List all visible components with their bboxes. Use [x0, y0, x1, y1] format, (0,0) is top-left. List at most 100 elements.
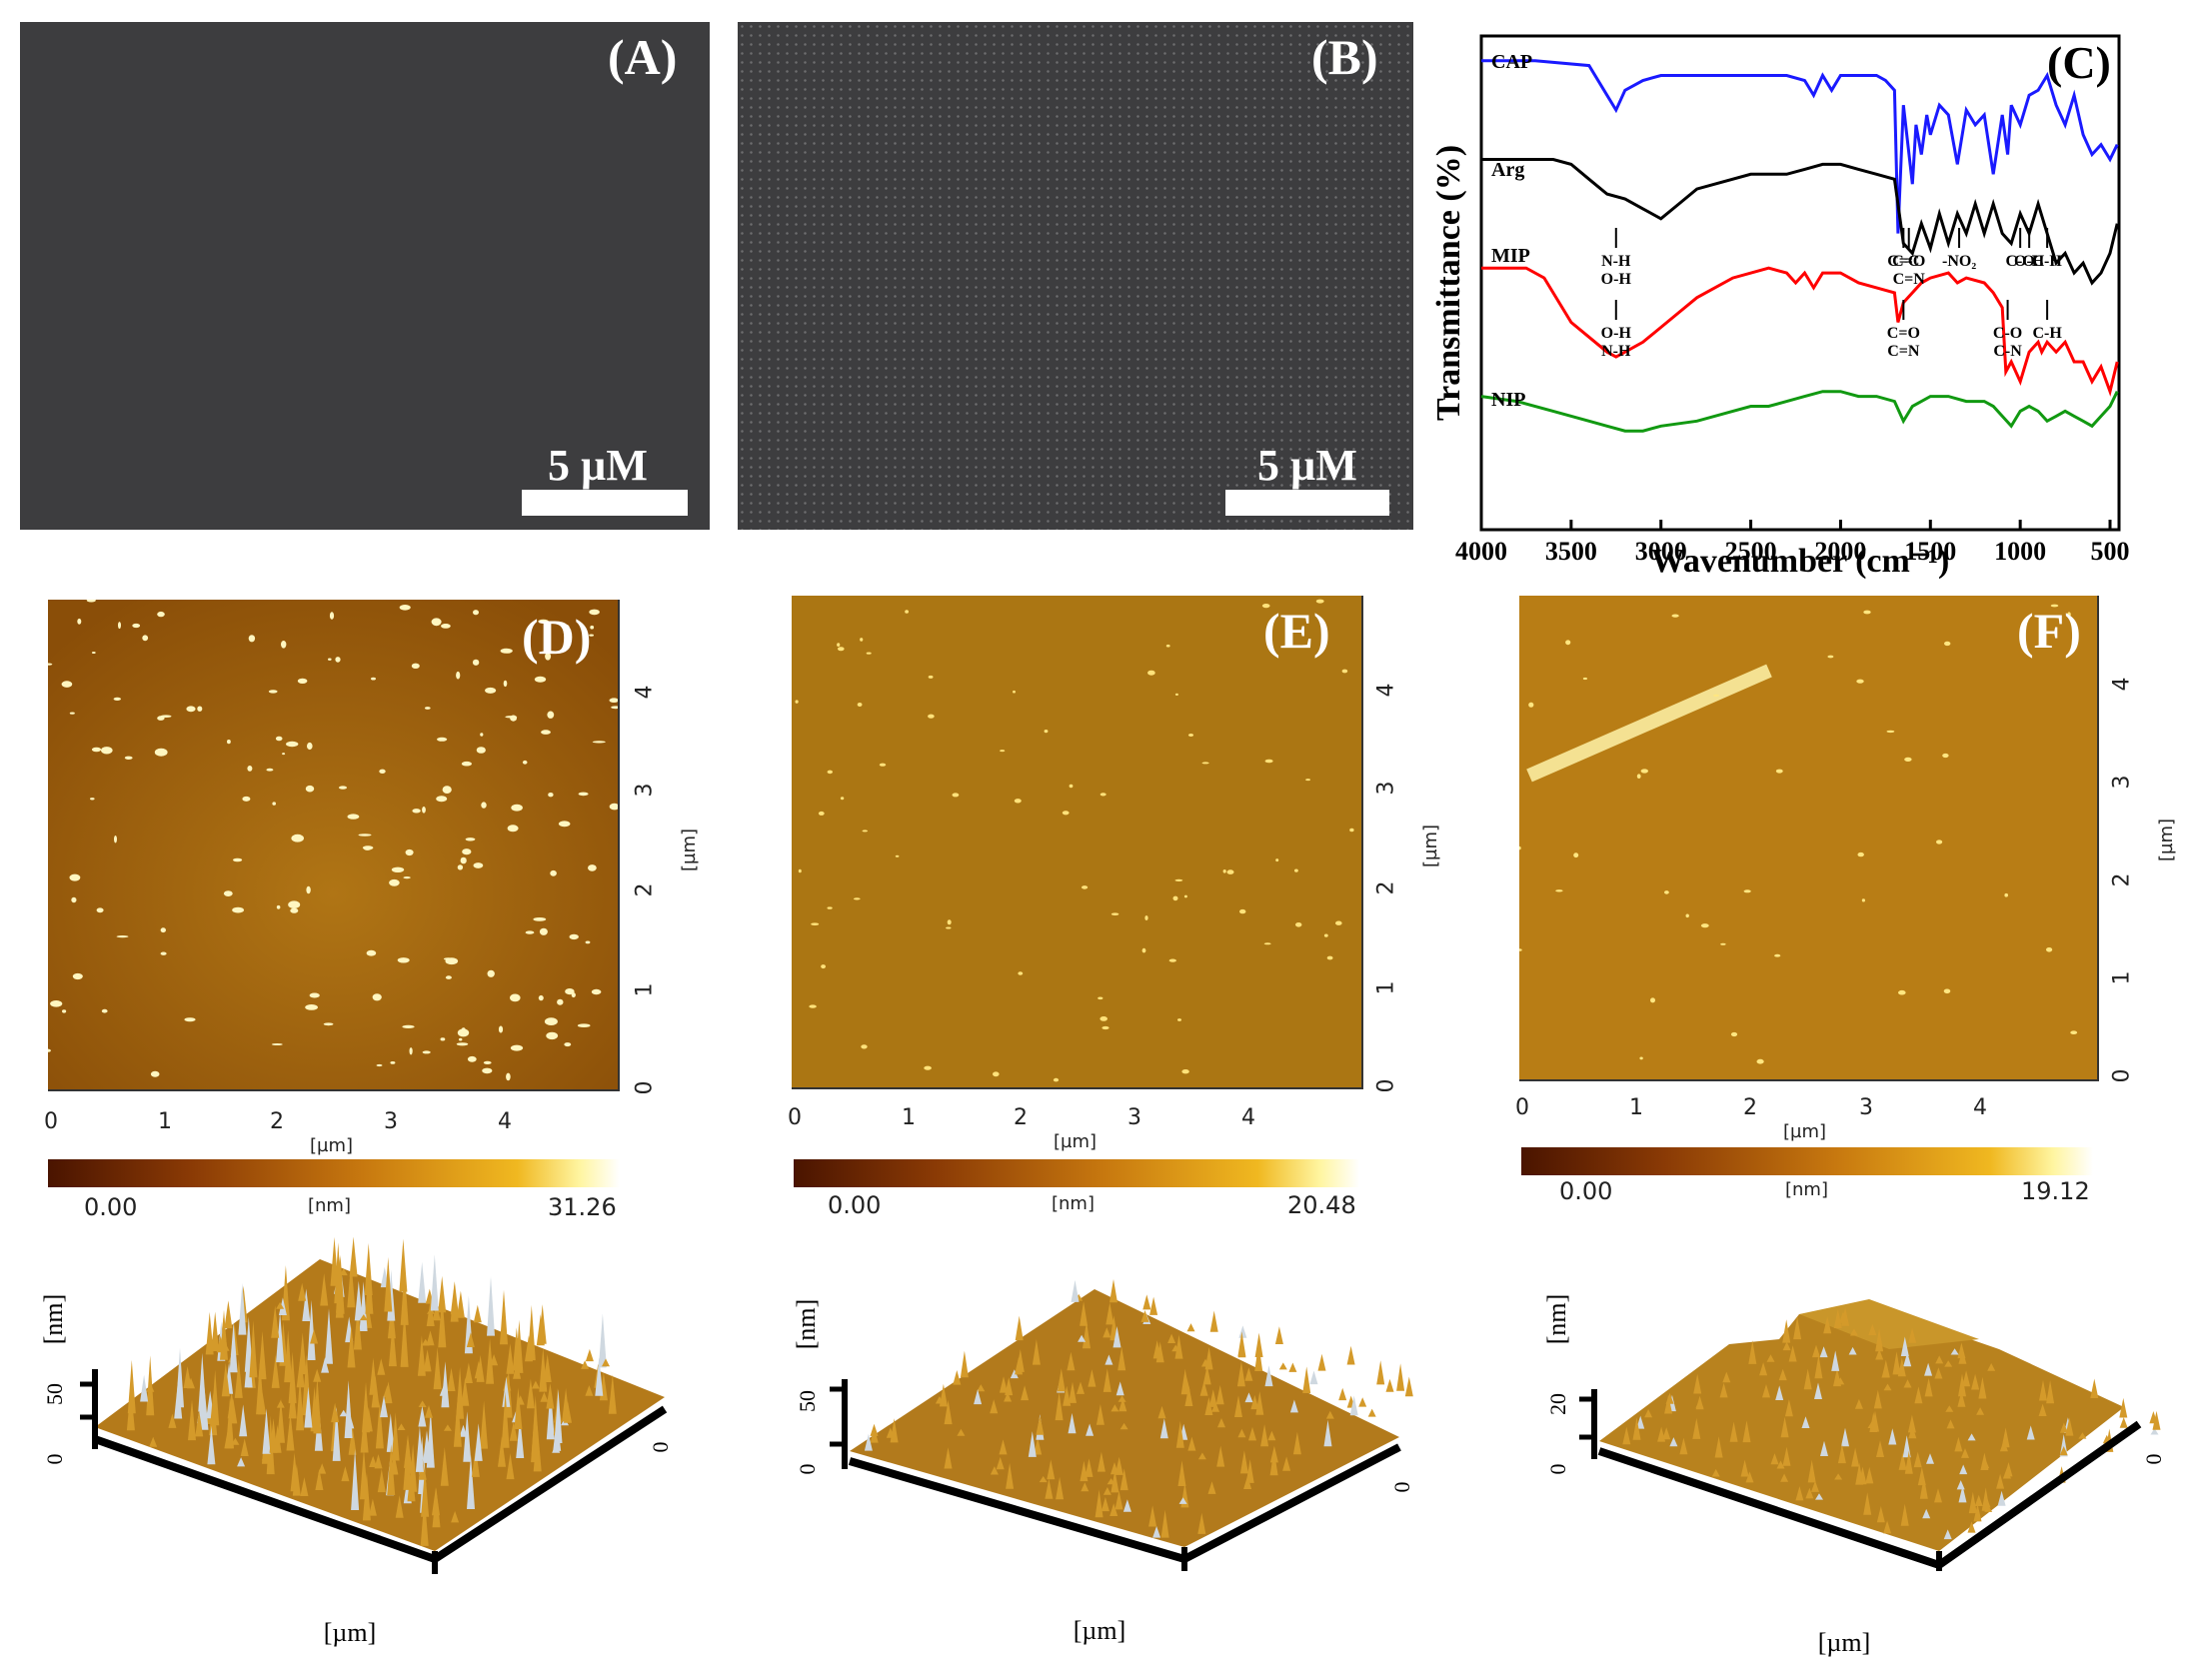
surface-peak [239, 1404, 248, 1437]
surface-peak [1234, 1395, 1242, 1417]
surface-peak [304, 1386, 313, 1428]
surface-feature [339, 786, 347, 790]
surface-feature [436, 796, 448, 803]
surface-feature [233, 857, 243, 862]
surface-peak [1045, 1478, 1054, 1499]
surface-peak [1831, 1350, 1840, 1371]
surface-feature [288, 900, 301, 908]
surface-peak [187, 1377, 195, 1389]
surface-feature [546, 1031, 559, 1040]
surface-peak [1211, 1402, 1220, 1412]
surface-peak [341, 1466, 350, 1482]
surface-feature [795, 700, 799, 704]
surface-peak [1999, 1439, 2008, 1452]
surface-peak [1186, 1323, 1195, 1332]
surface-peak [1032, 1339, 1041, 1365]
surface-feature [476, 747, 486, 754]
surface-peak [391, 1412, 400, 1461]
surface-peak [1349, 1395, 1358, 1416]
surface-feature [1664, 890, 1669, 894]
surface-peak [240, 1438, 249, 1456]
surface-peak [564, 1401, 572, 1423]
surface-peak [1155, 1341, 1164, 1363]
surface-peak [1122, 1499, 1131, 1512]
surface-peak [1926, 1453, 1934, 1464]
surface-feature [879, 763, 887, 767]
surface-peak [464, 1362, 473, 1383]
surface-peak [1216, 1445, 1225, 1467]
surface-peak [313, 1376, 322, 1434]
annotation-label-mip: C-H [2032, 253, 2062, 270]
surface-feature [372, 993, 382, 1001]
plot-frame [1479, 34, 2121, 532]
surface-feature [437, 737, 448, 742]
surface-feature [1174, 878, 1183, 881]
surface-feature [248, 635, 256, 643]
surface-peak [1934, 1367, 1943, 1379]
surface-feature [1636, 774, 1641, 779]
surface-feature [547, 711, 555, 719]
surface-peak [1115, 1381, 1124, 1396]
afm-image-d [48, 600, 618, 1089]
surface-feature [482, 1067, 493, 1074]
surface-feature [585, 940, 591, 944]
y-tick-d-0: 0 [632, 1080, 658, 1095]
y-unit-f: [µm] [2156, 818, 2178, 862]
surface-feature [498, 1025, 504, 1033]
surface-feature [1886, 730, 1895, 734]
surface-peak [2038, 1403, 2047, 1416]
surface-feature [422, 807, 426, 814]
surface-peak [1957, 1391, 1966, 1407]
surface-peak [1748, 1340, 1757, 1364]
surface-feature [2070, 1030, 2078, 1034]
surface-peak [990, 1466, 999, 1475]
surface-peak [459, 1424, 468, 1437]
surface-peak [996, 1456, 1005, 1470]
surface-feature [440, 1037, 446, 1041]
surface-peak [1778, 1368, 1787, 1381]
surface-feature [290, 907, 299, 913]
surface-peak [953, 1370, 962, 1385]
surface-feature [1349, 828, 1354, 833]
series-label-arg: Arg [1491, 159, 1524, 181]
surface-peak [1117, 1346, 1126, 1371]
cbar-max-d: 31.26 [548, 1193, 617, 1221]
surface-peak [1819, 1346, 1828, 1358]
surface-peak [1112, 1326, 1121, 1348]
zero-label-f: 0 [2141, 1454, 2166, 1465]
surface-feature [557, 998, 564, 1005]
surface-peak [1820, 1440, 1828, 1456]
surface-peak [1944, 1360, 1953, 1367]
x-unit-e: [µm] [1054, 1131, 1097, 1152]
surface-peak [1149, 1296, 1158, 1315]
surface-peak [302, 1288, 311, 1321]
surface-peak [365, 1261, 374, 1314]
x-unit-f: [µm] [1783, 1121, 1827, 1142]
surface-peak [1404, 1376, 1413, 1397]
surface-feature [50, 1000, 63, 1007]
surface-peak [1679, 1437, 1688, 1455]
x-tick-d-2: 2 [270, 1109, 284, 1134]
surface-feature [1294, 868, 1298, 872]
surface-peak [1338, 1387, 1347, 1401]
z-unit-f: [nm] [1542, 1294, 1571, 1345]
surface-peak [1282, 1456, 1291, 1471]
surface-feature [609, 698, 618, 703]
surface-feature [266, 768, 274, 772]
afm-3d-e: [nm] 50 0 0 [µm] [792, 1279, 1414, 1645]
surface-feature [101, 1008, 108, 1013]
surface-feature [558, 821, 571, 828]
surface-peak [1102, 1368, 1111, 1392]
surface-feature [1168, 958, 1176, 962]
surface-peak [226, 1397, 234, 1449]
surface-peak [1644, 1409, 1653, 1418]
surface-peak [1759, 1362, 1768, 1376]
surface-peak [277, 1398, 285, 1443]
surface-feature [305, 1004, 318, 1010]
surface-peak [249, 1320, 258, 1378]
surface-peak [1202, 1365, 1211, 1385]
surface-peak [1358, 1397, 1367, 1407]
surface-peak [1159, 1418, 1168, 1439]
surface-peak [2059, 1422, 2068, 1433]
z-tick-f-20: 20 [1545, 1393, 1570, 1415]
